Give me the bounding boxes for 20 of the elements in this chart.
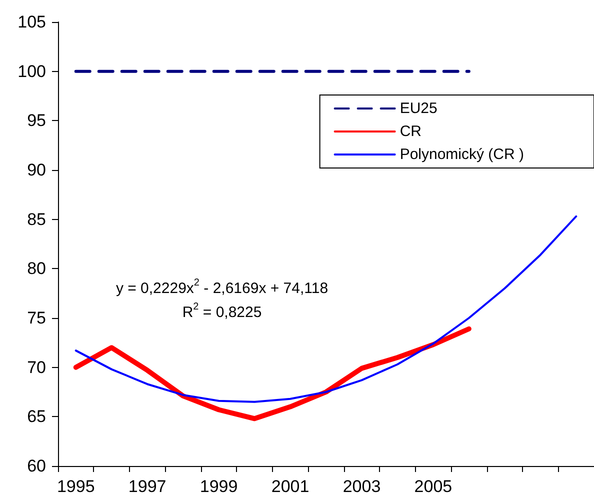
- x-tick-label: 2001: [271, 477, 310, 496]
- line-series: [74, 215, 578, 403]
- x-tick-label: 2005: [414, 477, 452, 496]
- x-tick-label: 2003: [342, 477, 381, 496]
- y-tick-label: 105: [18, 12, 46, 32]
- y-tick-label: 95: [27, 111, 46, 130]
- x-tick-label: 1997: [128, 477, 166, 496]
- y-tick-label: 85: [27, 210, 46, 229]
- y-tick-label: 70: [27, 358, 46, 377]
- y-tick-label: 65: [27, 407, 46, 426]
- x-tick-label: 1999: [200, 477, 238, 496]
- y-tick-label: 100: [18, 62, 46, 81]
- legend-label: CR: [400, 123, 422, 140]
- y-tick-label: 75: [27, 308, 46, 328]
- y-tick-label: 60: [27, 456, 46, 476]
- y-tick-label: 90: [27, 160, 46, 180]
- y-tick-label: 80: [27, 259, 46, 278]
- legend-label: Polynomický (CR ): [400, 146, 524, 163]
- legend-label: EU25: [400, 100, 438, 117]
- x-tick-label: 1995: [56, 477, 95, 496]
